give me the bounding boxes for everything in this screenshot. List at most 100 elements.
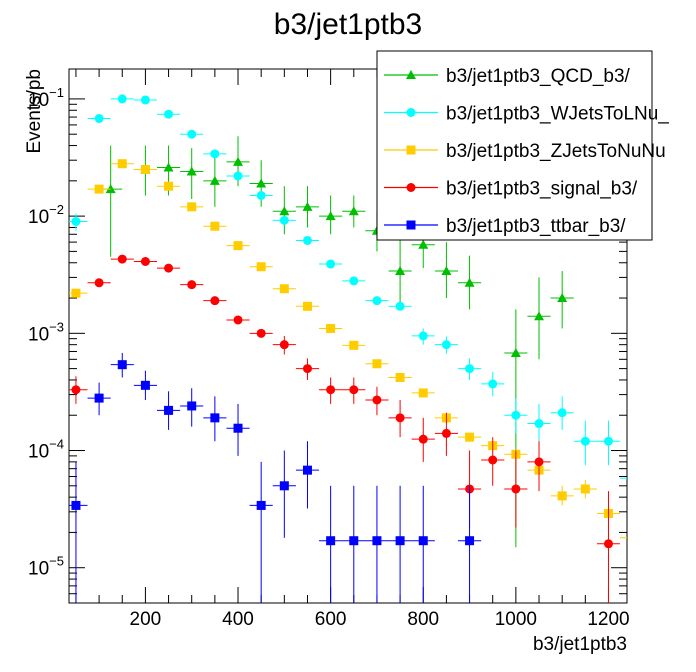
y-tick-label: 10−3 — [28, 319, 64, 345]
data-point — [441, 340, 451, 350]
data-point — [71, 500, 81, 510]
data-point — [117, 254, 127, 264]
data-point — [406, 145, 416, 155]
data-point — [406, 70, 416, 79]
data-point — [510, 347, 521, 357]
data-point — [233, 241, 243, 251]
data-point — [557, 293, 568, 303]
data-point — [279, 481, 289, 491]
y-tick-label: 10−5 — [28, 554, 64, 580]
data-point — [117, 94, 127, 104]
data-point — [117, 360, 127, 370]
plot-frame — [68, 68, 628, 604]
x-tick-label: 600 — [315, 609, 347, 630]
data-point — [511, 484, 521, 494]
data-point — [187, 280, 197, 290]
data-point — [395, 301, 405, 311]
data-point — [164, 405, 174, 415]
y-tick-label: 10−2 — [28, 202, 64, 228]
data-point — [94, 393, 104, 403]
data-point — [187, 401, 197, 411]
data-point — [256, 190, 266, 200]
data-point — [164, 181, 174, 191]
data-point — [233, 156, 244, 166]
data-point — [349, 276, 359, 286]
data-point — [302, 301, 312, 311]
data-point — [372, 395, 382, 405]
data-point — [627, 474, 636, 483]
data-point — [372, 296, 382, 306]
legend: b3/jet1ptb3_QCD_b3/b3/jet1ptb3_WJetsToLN… — [376, 50, 669, 241]
x-tick-label: 800 — [407, 609, 439, 630]
data-point — [326, 385, 336, 395]
data-point — [326, 323, 336, 333]
data-point — [187, 202, 197, 212]
data-point — [164, 263, 174, 273]
data-point — [71, 385, 81, 395]
y-axis-label: Events/pb — [24, 69, 45, 154]
data-point — [279, 340, 289, 350]
data-point — [233, 171, 243, 181]
series-group — [69, 352, 482, 603]
data-point — [465, 536, 475, 546]
data-point — [187, 129, 197, 139]
data-point — [580, 484, 590, 494]
data-point — [71, 288, 81, 298]
legend-label: b3/jet1ptb3_ttbar_b3/ — [446, 216, 626, 237]
x-tick-label: 400 — [222, 609, 254, 630]
data-point — [465, 364, 475, 374]
data-point — [140, 164, 150, 174]
data-point — [406, 220, 416, 230]
data-point — [349, 340, 359, 350]
data-point — [418, 536, 428, 546]
legend-label: b3/jet1ptb3_WJetsToLNu_ — [446, 104, 669, 125]
legend-label: b3/jet1ptb3_ZJetsToNuNu — [446, 141, 666, 162]
data-point — [464, 277, 475, 287]
data-point — [163, 162, 174, 172]
data-point — [140, 257, 150, 267]
x-tick-label: 1200 — [587, 609, 629, 630]
data-point — [302, 235, 312, 245]
data-point — [627, 533, 636, 542]
data-point — [233, 315, 243, 325]
x-tick-label: 200 — [130, 609, 162, 630]
data-point — [256, 262, 266, 272]
data-point — [326, 536, 336, 546]
data-point — [256, 328, 266, 338]
chart-title: b3/jet1ptb3 — [274, 8, 422, 41]
y-tick-label: 10−1 — [28, 85, 64, 111]
data-point — [348, 206, 359, 216]
data-point — [488, 455, 498, 465]
data-point — [279, 215, 289, 225]
data-point — [326, 259, 336, 269]
data-point — [406, 183, 416, 192]
data-point — [209, 175, 220, 185]
data-point — [233, 423, 243, 433]
data-point — [210, 149, 220, 159]
data-point — [534, 457, 544, 467]
data-point — [117, 159, 127, 169]
data-point — [94, 184, 104, 194]
data-point — [210, 413, 220, 423]
data-point — [279, 206, 290, 216]
data-point — [210, 296, 220, 306]
data-point — [140, 95, 150, 105]
data-point — [418, 434, 428, 444]
data-point — [418, 388, 428, 398]
data-point — [395, 413, 405, 423]
data-point — [395, 372, 405, 382]
data-point — [395, 536, 405, 546]
x-axis: 200 400 600 800 1000 1200 — [75, 69, 630, 630]
data-point — [302, 364, 312, 374]
data-point — [418, 331, 428, 341]
data-point — [557, 491, 567, 501]
data-point — [325, 211, 336, 221]
data-layer — [69, 94, 636, 603]
data-point — [186, 166, 197, 176]
data-point — [302, 201, 313, 211]
data-point — [372, 359, 382, 369]
data-point — [94, 114, 104, 124]
data-point — [71, 216, 81, 226]
data-point — [603, 539, 613, 549]
